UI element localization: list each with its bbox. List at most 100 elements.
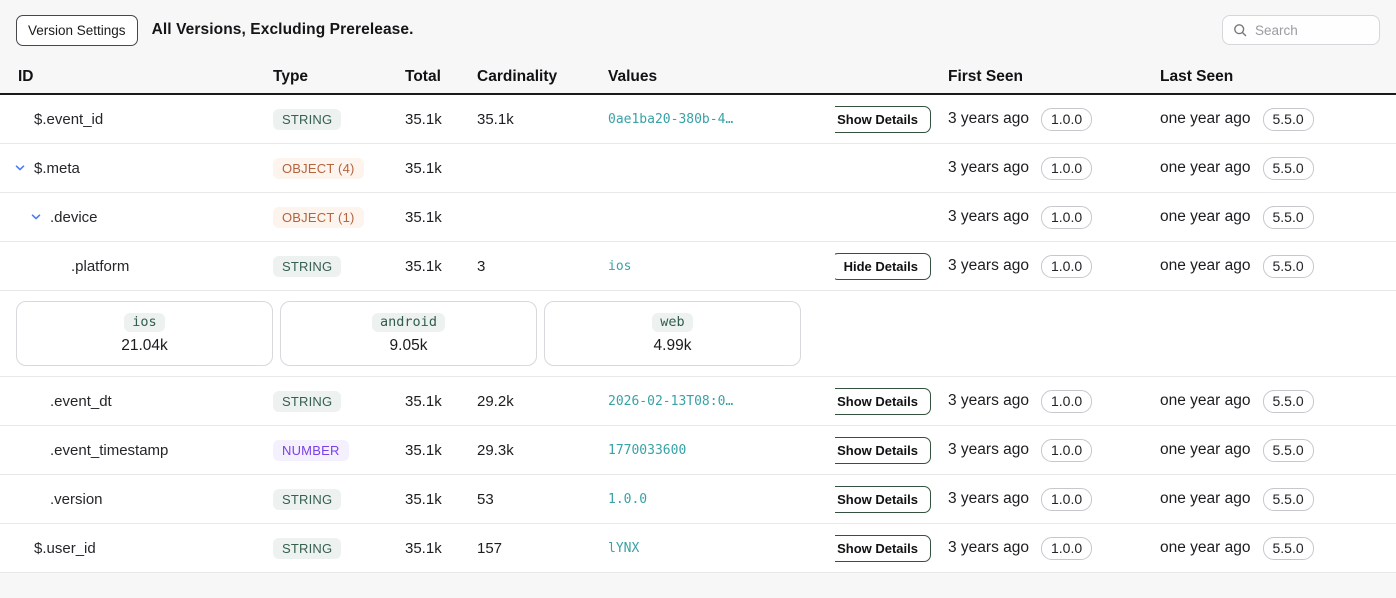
first-seen-version-badge: 1.0.0: [1041, 107, 1093, 131]
value-count: 4.99k: [653, 336, 692, 354]
value-distribution-card: android 9.05k: [280, 301, 537, 366]
chevron-down-icon[interactable]: [30, 211, 42, 223]
first-seen-cell: 3 years ago 1.0.0: [945, 205, 1157, 229]
details-cell: Show Details: [835, 436, 945, 464]
total-count: 35.1k: [405, 159, 442, 177]
sample-value: 2026-02-13T08:0…: [608, 393, 734, 409]
last-seen-cell: one year ago 5.5.0: [1157, 487, 1396, 511]
total-count: 35.1k: [405, 392, 442, 410]
table-row: .device OBJECT (1) 35.1k 3 years ago 1.0.0 on…: [0, 193, 1396, 242]
property-id-cell: .event_timestamp: [0, 442, 265, 459]
details-toggle-button[interactable]: Show Details: [835, 436, 931, 464]
cardinality-count: 35.1k: [477, 110, 514, 128]
last-seen-cell: one year ago 5.5.0: [1157, 438, 1396, 462]
column-header-values: Values: [608, 67, 658, 85]
details-toggle-button[interactable]: Show Details: [835, 105, 931, 133]
cardinality-count: 29.3k: [477, 441, 514, 459]
value-label-badge: ios: [124, 312, 165, 332]
property-id-cell: .version: [0, 491, 265, 508]
column-header-id: ID: [18, 67, 34, 85]
table-row: $.meta OBJECT (4) 35.1k 3 years ago 1.0.0 one…: [0, 144, 1396, 193]
first-seen-text: 3 years ago: [948, 392, 1029, 409]
last-seen-cell: one year ago 5.5.0: [1157, 254, 1396, 278]
property-id-cell: .event_dt: [0, 393, 265, 410]
total-count: 35.1k: [405, 490, 442, 508]
property-id-cell: $.meta: [0, 160, 265, 177]
last-seen-text: one year ago: [1160, 441, 1251, 458]
first-seen-version-badge: 1.0.0: [1041, 205, 1093, 229]
column-header-type: Type: [273, 67, 309, 85]
last-seen-version-badge: 5.5.0: [1262, 487, 1314, 511]
property-id: $.event_id: [34, 110, 104, 128]
column-header-total: Total: [405, 67, 441, 85]
table-row: .event_timestamp NUMBER 35.1k 29.3k 17700336…: [0, 426, 1396, 475]
chevron-down-icon[interactable]: [14, 162, 26, 174]
value-count: 21.04k: [121, 336, 168, 354]
table-body: $.event_id STRING 35.1k 35.1k 0ae1ba20-380b-…: [0, 95, 1396, 573]
toolbar: Version Settings All Versions, Excluding…: [0, 0, 1396, 60]
type-cell: STRING: [265, 488, 405, 510]
first-seen-version-badge: 1.0.0: [1041, 254, 1093, 278]
details-cell: Show Details: [835, 387, 945, 415]
property-id: .event_dt: [50, 392, 112, 410]
first-seen-text: 3 years ago: [948, 208, 1029, 225]
cardinality-count: 53: [477, 490, 494, 508]
type-badge: STRING: [273, 108, 342, 130]
details-cell: Show Details: [835, 534, 945, 562]
first-seen-text: 3 years ago: [948, 257, 1029, 274]
table-row: $.event_id STRING 35.1k 35.1k 0ae1ba20-380b-…: [0, 95, 1396, 144]
property-id: $.meta: [34, 159, 80, 177]
property-id-cell: .device: [0, 209, 265, 226]
first-seen-version-badge: 1.0.0: [1041, 536, 1093, 560]
value-distribution-panel: ios 21.04k android 9.05k web 4.99k: [0, 291, 1396, 377]
property-id-cell: $.user_id: [0, 540, 265, 557]
first-seen-version-badge: 1.0.0: [1041, 438, 1093, 462]
type-cell: OBJECT (4): [265, 157, 405, 179]
last-seen-version-badge: 5.5.0: [1262, 536, 1314, 560]
first-seen-text: 3 years ago: [948, 441, 1029, 458]
details-toggle-button[interactable]: Hide Details: [835, 252, 931, 280]
last-seen-version-badge: 5.5.0: [1262, 389, 1314, 413]
total-count: 35.1k: [405, 257, 442, 275]
first-seen-cell: 3 years ago 1.0.0: [945, 536, 1157, 560]
column-header-first-seen: First Seen: [948, 67, 1023, 85]
total-count: 35.1k: [405, 208, 442, 226]
last-seen-version-badge: 5.5.0: [1262, 205, 1314, 229]
property-id: .device: [50, 208, 98, 226]
first-seen-cell: 3 years ago 1.0.0: [945, 254, 1157, 278]
search-box[interactable]: [1222, 15, 1380, 45]
details-toggle-button[interactable]: Show Details: [835, 387, 931, 415]
property-id: .event_timestamp: [50, 441, 169, 459]
sample-value: 1770033600: [608, 442, 687, 458]
last-seen-cell: one year ago 5.5.0: [1157, 536, 1396, 560]
property-id: .platform: [71, 257, 130, 275]
value-label-badge: android: [372, 312, 445, 332]
last-seen-version-badge: 5.5.0: [1262, 107, 1314, 131]
first-seen-text: 3 years ago: [948, 110, 1029, 127]
search-icon: [1233, 23, 1247, 37]
last-seen-text: one year ago: [1160, 208, 1251, 225]
sample-value: ios: [608, 258, 632, 274]
type-cell: OBJECT (1): [265, 206, 405, 228]
sample-value: 1.0.0: [608, 491, 648, 507]
search-input[interactable]: [1255, 22, 1369, 38]
first-seen-cell: 3 years ago 1.0.0: [945, 438, 1157, 462]
details-toggle-button[interactable]: Show Details: [835, 485, 931, 513]
type-badge: STRING: [273, 255, 342, 277]
last-seen-text: one year ago: [1160, 159, 1251, 176]
table-row: .event_dt STRING 35.1k 29.2k 2026-02-13T08:0…: [0, 377, 1396, 426]
last-seen-cell: one year ago 5.5.0: [1157, 389, 1396, 413]
value-distribution-card: web 4.99k: [544, 301, 801, 366]
property-id: .version: [50, 490, 103, 508]
version-settings-button[interactable]: Version Settings: [16, 14, 138, 46]
sample-value: 0ae1ba20-380b-4…: [608, 111, 734, 127]
last-seen-text: one year ago: [1160, 392, 1251, 409]
value-count: 9.05k: [389, 336, 428, 354]
last-seen-cell: one year ago 5.5.0: [1157, 156, 1396, 180]
last-seen-text: one year ago: [1160, 490, 1251, 507]
type-cell: NUMBER: [265, 439, 405, 461]
details-toggle-button[interactable]: Show Details: [835, 534, 931, 562]
property-id-cell: $.event_id: [0, 111, 265, 128]
total-count: 35.1k: [405, 539, 442, 557]
type-cell: STRING: [265, 390, 405, 412]
